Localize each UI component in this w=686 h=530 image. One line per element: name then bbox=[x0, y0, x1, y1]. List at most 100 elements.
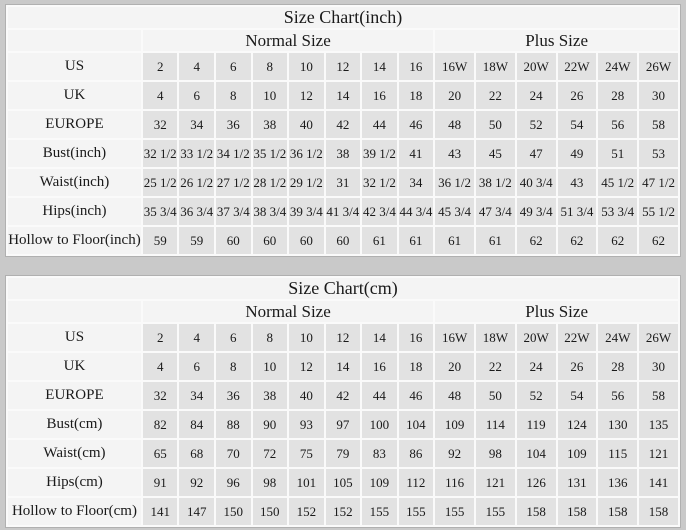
row-label: Hips(cm) bbox=[8, 469, 141, 496]
size-value-cell: 47 bbox=[516, 140, 556, 167]
size-value-cell: 54 bbox=[557, 111, 597, 138]
size-value-cell: 121 bbox=[475, 469, 515, 496]
chart-title: Size Chart(inch) bbox=[8, 7, 678, 28]
size-value-cell: 26W bbox=[639, 53, 678, 80]
size-value-cell: 36 3/4 bbox=[179, 198, 214, 225]
size-value-cell: 60 bbox=[325, 227, 361, 254]
size-value-cell: 38 bbox=[252, 111, 288, 138]
size-value-cell: 51 3/4 bbox=[557, 198, 597, 225]
size-value-cell: 131 bbox=[557, 469, 597, 496]
size-value-cell: 61 bbox=[475, 227, 515, 254]
size-value-cell: 29 1/2 bbox=[289, 169, 324, 196]
size-value-cell: 35 3/4 bbox=[142, 198, 178, 225]
column-group-plus-size: Plus Size bbox=[435, 30, 678, 51]
size-value-cell: 36 bbox=[216, 111, 251, 138]
size-value-cell: 26W bbox=[639, 324, 678, 351]
size-value-cell: 72 bbox=[252, 440, 288, 467]
size-value-cell: 150 bbox=[252, 498, 288, 525]
size-value-cell: 100 bbox=[362, 411, 397, 438]
size-value-cell: 96 bbox=[216, 469, 251, 496]
size-value-cell: 53 bbox=[639, 140, 678, 167]
size-value-cell: 41 bbox=[398, 140, 434, 167]
table-row-hips-inch: Hips(inch) 35 3/4 36 3/4 37 3/4 38 3/4 39 3/4… bbox=[8, 198, 678, 225]
size-value-cell: 48 bbox=[435, 111, 474, 138]
table-row-bust-inch: Bust(inch) 32 1/2 33 1/2 34 1/2 35 1/2 36 1/2… bbox=[8, 140, 678, 167]
size-value-cell: 32 bbox=[142, 111, 178, 138]
size-value-cell: 2 bbox=[142, 53, 178, 80]
size-value-cell: 98 bbox=[475, 440, 515, 467]
size-value-cell: 34 bbox=[179, 111, 214, 138]
table-row-us: US 2 4 6 8 10 12 14 16 16W 18W 20W 22W 24W 26W bbox=[8, 53, 678, 80]
size-value-cell: 51 bbox=[598, 140, 638, 167]
size-value-cell: 34 bbox=[179, 382, 214, 409]
size-value-cell: 36 bbox=[216, 382, 251, 409]
size-value-cell: 152 bbox=[289, 498, 324, 525]
size-value-cell: 105 bbox=[325, 469, 361, 496]
size-value-cell: 109 bbox=[557, 440, 597, 467]
size-value-cell: 24W bbox=[598, 324, 638, 351]
size-value-cell: 28 bbox=[598, 353, 638, 380]
size-value-cell: 58 bbox=[639, 111, 678, 138]
size-value-cell: 39 1/2 bbox=[362, 140, 397, 167]
size-value-cell: 50 bbox=[475, 382, 515, 409]
size-value-cell: 24 bbox=[516, 353, 556, 380]
size-value-cell: 31 bbox=[325, 169, 361, 196]
row-label: UK bbox=[8, 82, 141, 109]
size-value-cell: 42 bbox=[325, 382, 361, 409]
size-value-cell: 34 1/2 bbox=[216, 140, 251, 167]
size-value-cell: 18W bbox=[475, 324, 515, 351]
size-value-cell: 82 bbox=[142, 411, 178, 438]
chart-title: Size Chart(cm) bbox=[8, 278, 678, 299]
size-value-cell: 28 bbox=[598, 82, 638, 109]
size-value-cell: 101 bbox=[289, 469, 324, 496]
size-value-cell: 12 bbox=[325, 324, 361, 351]
row-label: EUROPE bbox=[8, 111, 141, 138]
size-value-cell: 54 bbox=[557, 382, 597, 409]
size-value-cell: 10 bbox=[289, 324, 324, 351]
row-label: Waist(cm) bbox=[8, 440, 141, 467]
size-value-cell: 24 bbox=[516, 82, 556, 109]
size-value-cell: 158 bbox=[557, 498, 597, 525]
size-value-cell: 68 bbox=[179, 440, 214, 467]
size-value-cell: 20 bbox=[435, 82, 474, 109]
size-value-cell: 39 3/4 bbox=[289, 198, 324, 225]
size-value-cell: 59 bbox=[179, 227, 214, 254]
size-value-cell: 92 bbox=[435, 440, 474, 467]
size-value-cell: 2 bbox=[142, 324, 178, 351]
size-value-cell: 18 bbox=[398, 353, 434, 380]
size-value-cell: 56 bbox=[598, 111, 638, 138]
size-value-cell: 155 bbox=[398, 498, 434, 525]
row-label: US bbox=[8, 53, 141, 80]
size-value-cell: 32 1/2 bbox=[362, 169, 397, 196]
size-value-cell: 44 bbox=[362, 382, 397, 409]
size-value-cell: 152 bbox=[325, 498, 361, 525]
size-value-cell: 45 bbox=[475, 140, 515, 167]
size-value-cell: 18W bbox=[475, 53, 515, 80]
size-value-cell: 75 bbox=[289, 440, 324, 467]
size-value-cell: 50 bbox=[475, 111, 515, 138]
size-value-cell: 44 bbox=[362, 111, 397, 138]
size-value-cell: 83 bbox=[362, 440, 397, 467]
row-label: Bust(cm) bbox=[8, 411, 141, 438]
size-value-cell: 62 bbox=[598, 227, 638, 254]
size-value-cell: 42 bbox=[325, 111, 361, 138]
size-value-cell: 6 bbox=[179, 353, 214, 380]
corner-cell bbox=[8, 301, 141, 322]
size-value-cell: 38 bbox=[252, 382, 288, 409]
size-value-cell: 158 bbox=[639, 498, 678, 525]
size-value-cell: 25 1/2 bbox=[142, 169, 178, 196]
size-value-cell: 28 1/2 bbox=[252, 169, 288, 196]
size-value-cell: 40 bbox=[289, 111, 324, 138]
row-label: Bust(inch) bbox=[8, 140, 141, 167]
size-value-cell: 124 bbox=[557, 411, 597, 438]
table-row-uk: UK 4 6 8 10 12 14 16 18 20 22 24 26 28 30 bbox=[8, 353, 678, 380]
size-value-cell: 147 bbox=[179, 498, 214, 525]
size-value-cell: 53 3/4 bbox=[598, 198, 638, 225]
column-group-normal-size: Normal Size bbox=[142, 301, 434, 322]
size-value-cell: 62 bbox=[516, 227, 556, 254]
size-value-cell: 41 3/4 bbox=[325, 198, 361, 225]
size-value-cell: 22W bbox=[557, 324, 597, 351]
table-row-europe: EUROPE 32 34 36 38 40 42 44 46 48 50 52 54 56 58 bbox=[8, 111, 678, 138]
size-value-cell: 43 bbox=[557, 169, 597, 196]
